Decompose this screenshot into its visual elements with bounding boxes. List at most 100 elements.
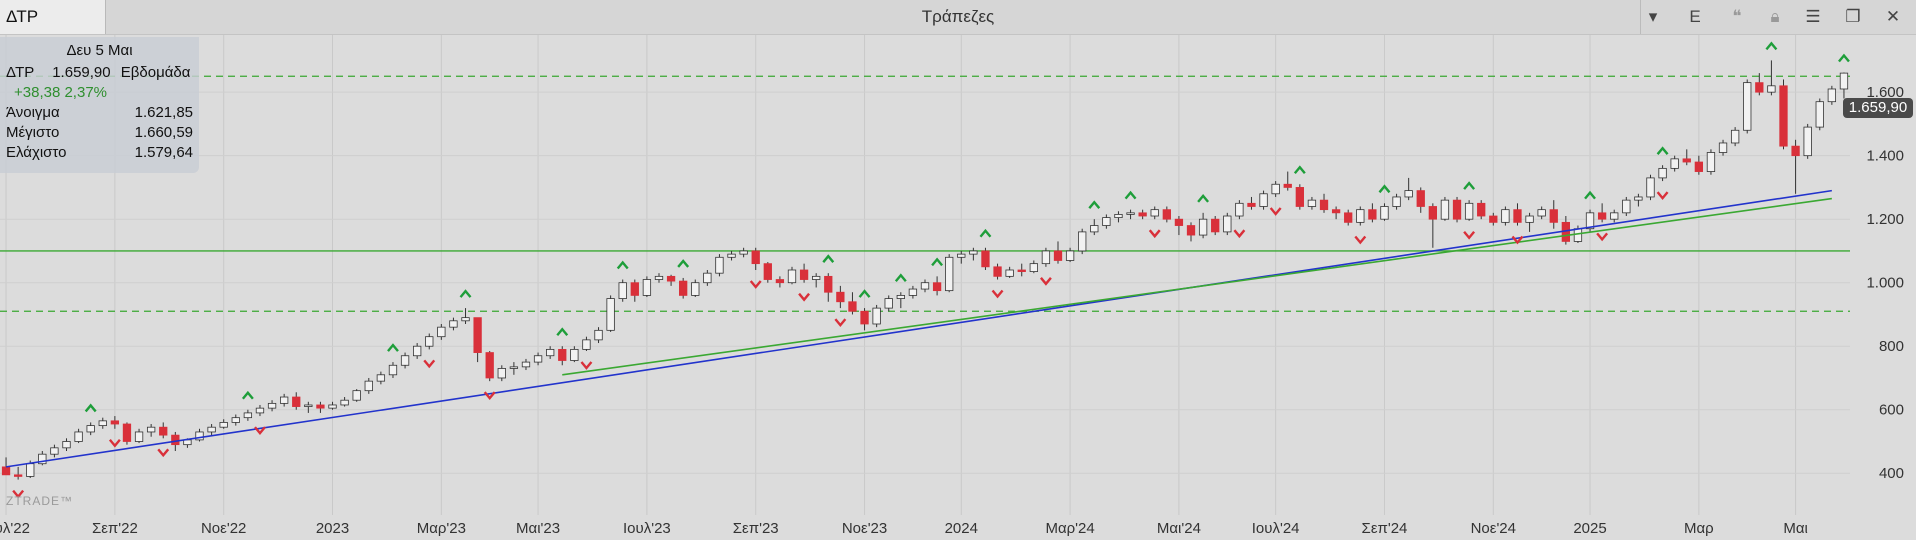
candle-body <box>38 453 47 465</box>
candle-body <box>340 399 349 406</box>
candle-body <box>848 301 857 312</box>
candle-body <box>1368 209 1377 220</box>
candle-body <box>763 263 772 280</box>
candle-body <box>388 364 398 376</box>
candle-body <box>1706 152 1716 172</box>
candle-body <box>292 396 301 407</box>
symbol-tab[interactable]: ΔΤΡ <box>0 0 106 34</box>
candle-body <box>1428 206 1437 220</box>
up-arrow-marker <box>894 273 907 282</box>
candle-body <box>110 420 120 425</box>
candle-body <box>860 310 869 325</box>
x-tick-label: 2023 <box>316 520 349 537</box>
down-arrow-marker <box>1463 231 1476 240</box>
menu-icon[interactable]: ☰ <box>1805 7 1821 26</box>
price-chart[interactable]: Ιουλ'22 Σεπ'22 Νοε'22 2023 Μαρ'23 Μαι'23 Ιουλ'… <box>0 35 1916 540</box>
up-arrow-marker <box>822 254 835 263</box>
candle-body <box>1634 196 1643 201</box>
close-icon[interactable]: ✕ <box>1885 7 1901 26</box>
candle-body <box>993 266 1002 277</box>
candle-body <box>267 402 277 409</box>
y-tick-label: 600 <box>1879 402 1904 419</box>
x-tick-label: Μαρ'24 <box>1045 520 1094 537</box>
candle-body <box>932 282 942 292</box>
candle-body <box>134 431 144 442</box>
candle-body <box>376 374 386 382</box>
x-tick-label: Νοε'23 <box>842 520 887 537</box>
candle-body <box>473 317 482 353</box>
candle-body <box>98 420 107 427</box>
down-arrow-marker <box>1596 232 1609 242</box>
candle-body <box>231 417 240 423</box>
candle-body <box>1452 199 1462 220</box>
candle-body <box>50 447 59 455</box>
candle-body <box>1791 145 1800 157</box>
candle-body <box>219 422 228 428</box>
candle-body <box>413 345 422 357</box>
x-tick-label: Ιουλ'24 <box>1252 520 1300 537</box>
candle-body <box>62 441 71 449</box>
info-open-value: 1.621,85 <box>134 104 193 121</box>
down-arrow-marker <box>1354 235 1367 245</box>
candle-body <box>1041 250 1051 265</box>
candle-body <box>1573 228 1583 242</box>
candle-body <box>727 253 736 258</box>
candle-body <box>461 317 470 322</box>
candle-body <box>1730 129 1740 144</box>
candle-body <box>679 280 688 296</box>
candle-body <box>1839 72 1849 90</box>
up-arrow-marker <box>241 390 254 400</box>
x-tick-label: Μαρ <box>1684 520 1714 537</box>
info-high-value: 1.660,59 <box>134 124 193 141</box>
candlestick-chart[interactable]: Ιουλ'22 Σεπ'22 Νοε'22 2023 Μαρ'23 Μαι'23 Ιουλ'… <box>0 35 1916 540</box>
candle-body <box>1682 158 1691 163</box>
up-arrow-marker <box>1088 200 1101 209</box>
candle-body <box>1356 209 1365 223</box>
quote-icon[interactable]: ❝ <box>1732 7 1742 26</box>
info-change: +38,38 2,37% <box>14 84 107 101</box>
candle-body <box>1247 202 1256 207</box>
candle-body <box>630 282 639 296</box>
candle-body <box>1549 209 1558 223</box>
candle-body <box>1755 82 1764 93</box>
info-open-row: Άνοιγμα 1.621,85 <box>6 103 193 123</box>
candle-body <box>981 250 990 268</box>
info-panel: Δευ 5 Μαι ΔΤΡ 1.659,90 Εβδομάδα +38,38 2… <box>0 37 199 173</box>
candle-body <box>316 404 325 409</box>
candle-body <box>1344 212 1353 223</box>
chevron-down-icon[interactable]: ▾ <box>1640 0 1665 34</box>
candle-body <box>497 368 506 379</box>
candle-body <box>1114 214 1123 219</box>
candle-body <box>1743 82 1752 131</box>
candle-body <box>1622 199 1631 214</box>
x-tick-label: 2024 <box>945 520 978 537</box>
lock-icon[interactable]: 🔒︎ <box>1770 7 1780 26</box>
candle-body <box>1090 225 1099 233</box>
up-arrow-marker <box>1838 53 1850 63</box>
up-arrow-marker <box>1378 184 1391 194</box>
timeframe-button[interactable]: E <box>1689 7 1701 26</box>
info-symbol-row: ΔΤΡ 1.659,90 Εβδομάδα <box>6 63 193 83</box>
candle-body <box>1053 250 1063 261</box>
x-tick-label: Νοε'24 <box>1471 520 1516 537</box>
down-arrow-marker <box>423 359 436 369</box>
up-arrow-marker <box>931 257 944 267</box>
candle-body <box>159 426 168 436</box>
up-arrow-marker <box>1765 41 1778 51</box>
down-arrow-marker <box>580 361 593 370</box>
up-arrow-marker <box>1197 193 1210 203</box>
candle-body <box>1138 212 1147 217</box>
down-arrow-marker <box>1039 277 1052 286</box>
up-arrow-marker <box>1124 190 1137 200</box>
restore-window-icon[interactable]: ❐ <box>1845 7 1861 26</box>
down-arrow-marker <box>1269 207 1282 216</box>
y-tick-label: 1.600 <box>1866 84 1904 101</box>
candle-body <box>1078 231 1087 252</box>
down-arrow-marker <box>1511 235 1524 245</box>
candle-body <box>1307 199 1317 207</box>
candle-body <box>122 423 132 442</box>
candle-body <box>666 275 676 282</box>
candle-body <box>449 320 458 328</box>
candle-body <box>1271 183 1280 195</box>
